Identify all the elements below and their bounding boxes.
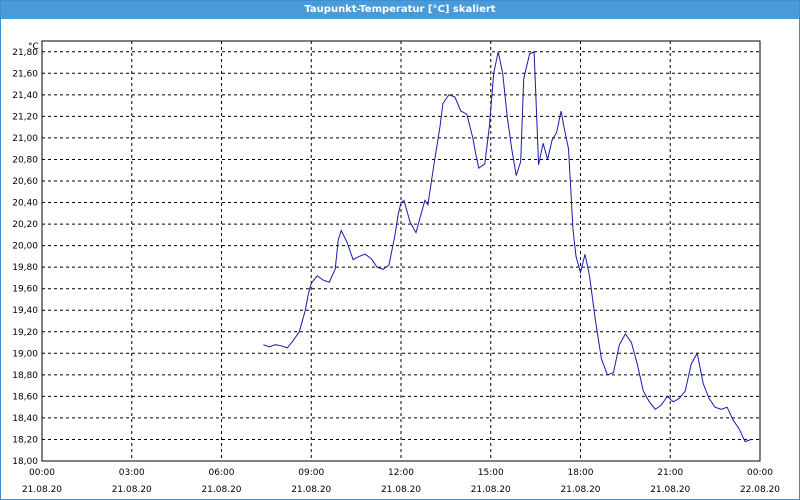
x-tick-time: 15:00 xyxy=(478,468,504,478)
x-tick-time: 21:00 xyxy=(657,468,683,478)
x-tick-time: 00:00 xyxy=(29,468,55,478)
y-tick-label: 20,60 xyxy=(12,177,38,187)
x-tick-date: 21.08.20 xyxy=(291,485,331,495)
y-tick-label: 21,80 xyxy=(12,48,38,58)
x-tick-date: 21.08.20 xyxy=(650,485,690,495)
y-tick-label: 20,80 xyxy=(12,155,38,165)
x-tick-date: 21.08.20 xyxy=(201,485,241,495)
x-tick-date: 21.08.20 xyxy=(22,485,62,495)
x-tick-date: 21.08.20 xyxy=(381,485,421,495)
axes xyxy=(41,40,761,462)
x-tick-date: 21.08.20 xyxy=(471,485,511,495)
y-tick-label: 18,00 xyxy=(12,457,38,467)
x-tick-labels: 00:00 21.08.20 03:00 21.08.20 06:00 21.08.20 0… xyxy=(22,468,780,495)
y-tick-label: 18,80 xyxy=(12,371,38,381)
x-tick-time: 18:00 xyxy=(568,468,594,478)
y-tick-label: 21,40 xyxy=(12,91,38,101)
x-tick-time: 09:00 xyxy=(298,468,324,478)
y-tick-label: 21,60 xyxy=(12,69,38,79)
y-tick-label: 19,40 xyxy=(12,306,38,316)
chart-canvas: 18,00 18,20 18,40 18,60 18,80 19,00 19,20 19,40… xyxy=(12,40,780,495)
y-tick-labels: 18,00 18,20 18,40 18,60 18,80 19,00 19,20 19,40… xyxy=(12,48,38,467)
series-line xyxy=(263,51,752,443)
y-tick-label: 18,40 xyxy=(12,414,38,424)
x-tick-time: 00:00 xyxy=(747,468,773,478)
y-tick-label: 20,40 xyxy=(12,199,38,209)
y-tick-label: 21,00 xyxy=(12,134,38,144)
plot-frame xyxy=(41,40,761,462)
x-tick-date: 22.08.20 xyxy=(740,485,780,495)
y-tick-label: 20,00 xyxy=(12,242,38,252)
y-tick-label: 19,20 xyxy=(12,328,38,338)
y-tick-label: 18,60 xyxy=(12,392,38,402)
x-tick-date: 21.08.20 xyxy=(560,485,600,495)
grid-lines xyxy=(42,41,760,461)
y-tick-label: 20,20 xyxy=(12,220,38,230)
x-tick-date: 21.08.20 xyxy=(112,485,152,495)
x-tick-time: 03:00 xyxy=(119,468,145,478)
y-tick-label: 18,20 xyxy=(12,435,38,445)
x-tick-time: 12:00 xyxy=(388,468,414,478)
y-axis-unit: °C xyxy=(28,42,39,52)
window-title: Taupunkt-Temperatur [°C] skaliert xyxy=(1,1,799,19)
y-tick-label: 21,20 xyxy=(12,112,38,122)
y-tick-label: 19,80 xyxy=(12,263,38,273)
y-tick-label: 19,60 xyxy=(12,285,38,295)
y-tick-label: 19,00 xyxy=(12,349,38,359)
x-tick-time: 06:00 xyxy=(209,468,235,478)
